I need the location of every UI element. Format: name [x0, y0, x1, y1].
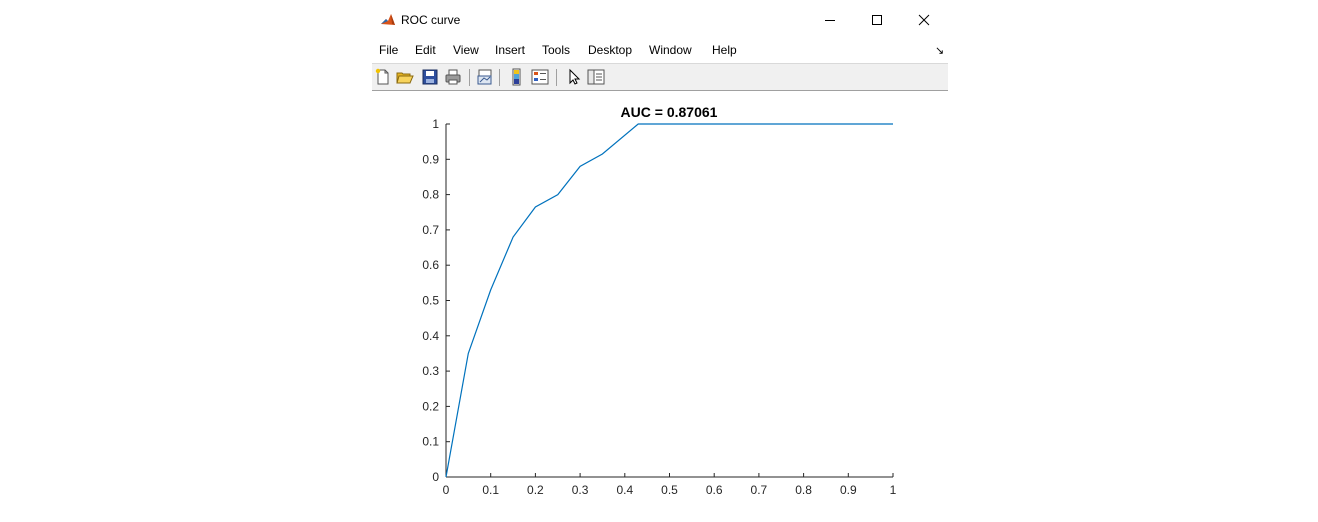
x-tick-label: 0.3 — [572, 483, 589, 497]
menu-insert[interactable]: Insert — [495, 43, 526, 57]
matlab-logo-icon — [380, 12, 396, 28]
menu-help[interactable]: Help — [712, 43, 737, 57]
dock-figure-icon[interactable]: ↘ — [935, 45, 945, 57]
x-tick-label: 0.6 — [706, 483, 723, 497]
y-tick-label: 0.8 — [422, 188, 439, 202]
x-tick-label: 0.2 — [527, 483, 544, 497]
menu-edit[interactable]: Edit — [415, 43, 436, 57]
x-tick-label: 0.9 — [840, 483, 857, 497]
maximize-button[interactable] — [862, 8, 892, 32]
menu-file[interactable]: File — [379, 43, 399, 57]
toolbar-separator — [499, 69, 500, 86]
close-icon — [918, 14, 930, 26]
x-tick-label: 0.1 — [482, 483, 499, 497]
insert-colorbar-icon[interactable] — [508, 68, 526, 86]
new-figure-icon[interactable] — [374, 68, 392, 86]
roc-curve-line — [445, 123, 893, 478]
y-tick-label: 0.5 — [422, 294, 439, 308]
save-icon[interactable] — [421, 68, 439, 86]
close-button[interactable] — [909, 8, 939, 32]
chart-title: AUC = 0.87061 — [621, 104, 718, 120]
y-tick-label: 0.6 — [422, 258, 439, 272]
toolbar-separator — [469, 69, 470, 86]
title-bar: ROC curve — [372, 0, 948, 40]
x-tick-label: 1 — [890, 483, 897, 497]
minimize-icon — [825, 20, 835, 21]
y-tick-label: 0.2 — [422, 399, 439, 413]
x-tick-label: 0.7 — [751, 483, 768, 497]
x-tick-label: 0.5 — [661, 483, 678, 497]
link-plot-icon[interactable] — [476, 68, 494, 86]
menu-bar: File Edit View Insert Tools Desktop Wind… — [372, 40, 948, 60]
y-tick-label: 1 — [432, 117, 439, 131]
y-tick-label: 0.1 — [422, 435, 439, 449]
axes: AUC = 0.87061 0 0.1 0.2 0.3 0.4 0.5 0.6 0.7 0.8 0… — [422, 104, 897, 497]
figure-window: ROC curve File Edit View Insert Tools De… — [372, 0, 948, 522]
x-tick-label: 0.8 — [795, 483, 812, 497]
edit-plot-arrow-icon[interactable] — [565, 68, 583, 86]
y-tick-label: 0.7 — [422, 223, 439, 237]
y-tick-label: 0.4 — [422, 329, 439, 343]
x-tick-label: 0.4 — [616, 483, 633, 497]
minimize-button[interactable] — [815, 8, 845, 32]
open-file-icon[interactable] — [396, 68, 414, 86]
x-tick-label: 0 — [443, 483, 450, 497]
window-title: ROC curve — [401, 13, 461, 27]
menu-desktop[interactable]: Desktop — [588, 43, 633, 57]
y-tick-label: 0 — [432, 470, 439, 484]
figure-toolbar — [372, 63, 948, 91]
figure-canvas: AUC = 0.87061 0 0.1 0.2 0.3 0.4 0.5 0.6 0.7 0.8 0… — [372, 91, 948, 522]
menu-tools[interactable]: Tools — [542, 43, 571, 57]
y-tick-label: 0.3 — [422, 364, 439, 378]
toolbar-separator — [556, 69, 557, 86]
menu-view[interactable]: View — [453, 43, 479, 57]
insert-legend-icon[interactable] — [531, 68, 549, 86]
print-icon[interactable] — [444, 68, 462, 86]
property-inspector-icon[interactable] — [587, 68, 605, 86]
menu-window[interactable]: Window — [649, 43, 692, 57]
y-tick-label: 0.9 — [422, 152, 439, 166]
maximize-icon — [872, 15, 882, 25]
